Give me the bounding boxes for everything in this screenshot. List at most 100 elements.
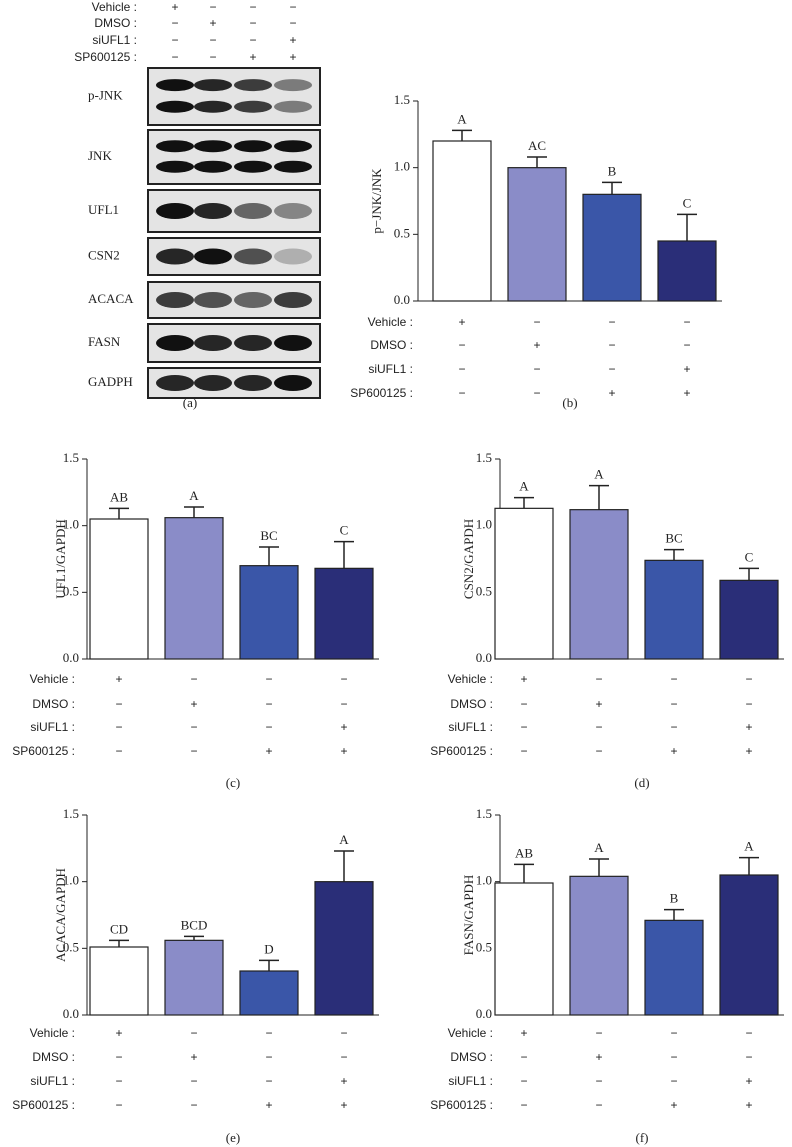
treatment-label: Vehicle : (92, 0, 137, 14)
treatment-sign: − (745, 672, 752, 686)
treatment-sign: − (533, 315, 540, 329)
blot-band (194, 203, 232, 219)
blot-band (274, 140, 312, 153)
treatment-sign: − (249, 0, 256, 14)
treatment-label: Vehicle : (30, 672, 75, 686)
treatment-label: SP600125 : (74, 50, 137, 64)
treatment-sign: + (608, 386, 615, 400)
significance-letter: CD (110, 921, 128, 936)
treatment-sign: − (595, 672, 602, 686)
treatment-sign: − (190, 1098, 197, 1112)
bar (657, 240, 717, 302)
blot-band (156, 375, 194, 391)
y-axis-label: p−JNK/JNK (369, 168, 384, 234)
blot-band (156, 100, 194, 113)
treatment-sign: − (115, 1050, 122, 1064)
treatment-label: siUFL1 : (448, 720, 493, 734)
blot-band (156, 203, 194, 219)
treatment-sign: − (520, 720, 527, 734)
treatment-sign: − (190, 744, 197, 758)
panel-label: (e) (226, 1130, 240, 1145)
treatment-label: Vehicle : (30, 1026, 75, 1040)
blot-frame (147, 129, 321, 185)
treatment-sign: − (171, 33, 178, 47)
bar (314, 567, 374, 660)
y-tick-label: 1.0 (394, 159, 410, 174)
y-tick-label: 0.0 (476, 650, 492, 665)
significance-letter: B (608, 163, 617, 178)
blot-band (274, 375, 312, 391)
significance-letter: AC (528, 138, 546, 153)
bar (239, 565, 299, 660)
treatment-sign: − (190, 1026, 197, 1040)
treatment-label: DMSO : (32, 1050, 75, 1064)
treatment-sign: + (340, 720, 347, 734)
treatment-sign: + (745, 744, 752, 758)
significance-letter: C (745, 549, 754, 564)
y-axis-label: ACACA/GAPDH (53, 868, 68, 962)
treatment-sign: − (595, 1026, 602, 1040)
y-tick-label: 1.0 (476, 517, 492, 532)
treatment-sign: − (745, 1050, 752, 1064)
treatment-sign: − (115, 1074, 122, 1088)
treatment-label: SP600125 : (350, 386, 413, 400)
treatment-sign: − (265, 697, 272, 711)
y-tick-label: 1.0 (476, 873, 492, 888)
treatment-sign: + (520, 1026, 527, 1040)
bar (432, 140, 492, 302)
treatment-sign: − (340, 1026, 347, 1040)
blot-band (156, 248, 194, 265)
treatment-sign: − (249, 33, 256, 47)
significance-letter: C (683, 195, 692, 210)
treatment-label: DMSO : (450, 1050, 493, 1064)
blot-band (194, 100, 232, 113)
treatment-sign: − (265, 1074, 272, 1088)
blot-band (234, 375, 272, 391)
treatment-sign: − (190, 672, 197, 686)
treatment-sign: − (115, 1098, 122, 1112)
treatment-sign: − (265, 1026, 272, 1040)
panel-label: (f) (636, 1130, 649, 1145)
treatment-sign: − (115, 720, 122, 734)
blot-band (234, 292, 272, 308)
y-tick-label: 1.5 (476, 450, 492, 465)
treatment-sign: − (595, 720, 602, 734)
y-tick-label: 0.5 (394, 225, 410, 240)
treatment-sign: − (595, 744, 602, 758)
treatment-sign: + (595, 1050, 602, 1064)
treatment-sign: − (670, 672, 677, 686)
treatment-sign: − (670, 1074, 677, 1088)
treatment-sign: + (190, 1050, 197, 1064)
treatment-sign: + (265, 744, 272, 758)
treatment-sign: − (115, 744, 122, 758)
treatment-sign: − (265, 672, 272, 686)
y-axis-label: CSN2/GAPDH (461, 519, 476, 599)
significance-letter: A (594, 467, 604, 482)
y-tick-label: 0.5 (476, 939, 492, 954)
panel-label: (a) (183, 395, 197, 410)
y-tick-label: 0.0 (63, 1006, 79, 1021)
blot-band (156, 140, 194, 153)
treatment-sign: − (209, 50, 216, 64)
significance-letter: AB (515, 845, 533, 860)
blot-band (234, 248, 272, 265)
treatment-label: Vehicle : (448, 1026, 493, 1040)
blot-band (234, 160, 272, 173)
blot-band (234, 79, 272, 92)
significance-letter: BC (260, 528, 277, 543)
treatment-sign: − (209, 0, 216, 14)
significance-letter: A (744, 839, 754, 854)
treatment-sign: − (289, 0, 296, 14)
blot-band (156, 335, 194, 351)
treatment-label: Vehicle : (368, 315, 413, 329)
treatment-sign: + (249, 50, 256, 64)
significance-letter: AB (110, 489, 128, 504)
blot-band (234, 335, 272, 351)
treatment-label: siUFL1 : (92, 33, 137, 47)
bar (719, 579, 779, 660)
treatment-label: SP600125 : (12, 744, 75, 758)
y-tick-label: 0.0 (476, 1006, 492, 1021)
protein-label: JNK (88, 148, 112, 163)
blot-band (234, 140, 272, 153)
significance-letter: BC (665, 531, 682, 546)
